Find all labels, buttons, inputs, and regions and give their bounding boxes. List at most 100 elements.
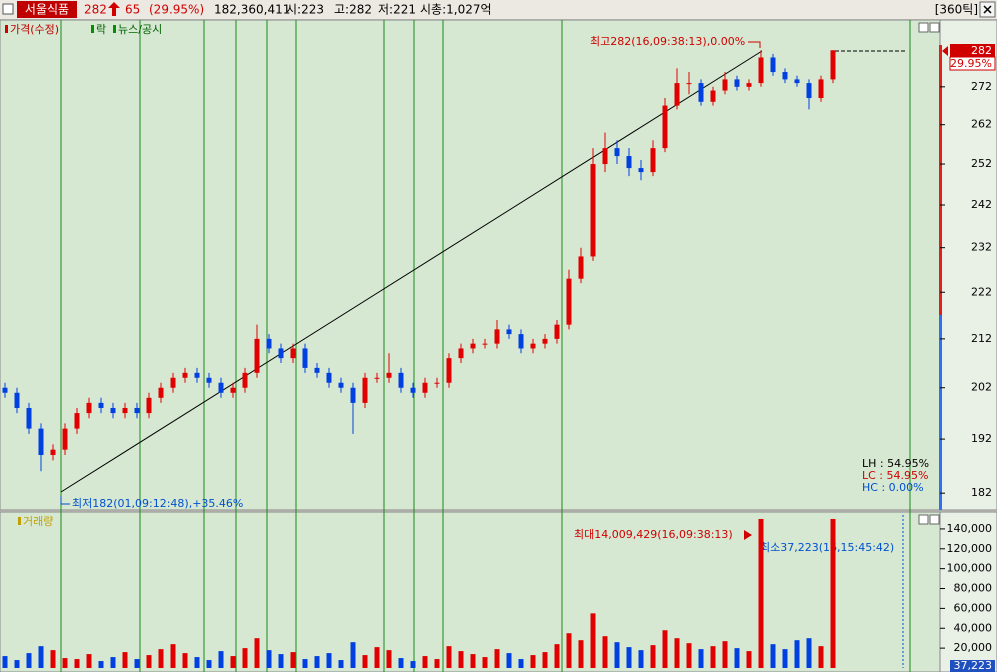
annotation-max-arrow [744, 530, 752, 540]
minimize-button[interactable] [918, 514, 929, 525]
volume-bar [530, 655, 536, 668]
minimize-button[interactable] [918, 22, 929, 33]
candle-body [494, 329, 500, 344]
y-tick-label: 272 [971, 80, 992, 93]
volume-bar [170, 644, 176, 668]
candle-body [638, 168, 644, 173]
candle-body [734, 79, 740, 87]
volume-bar [122, 652, 128, 668]
legend-volume: 거래량 [23, 515, 53, 528]
volume-bar [710, 646, 716, 668]
volume-bar [26, 653, 32, 668]
legend-swatch [18, 517, 21, 525]
last-volume-box [950, 660, 995, 672]
candle-body [398, 372, 404, 388]
volume-bar [638, 650, 644, 668]
open: 시:223 [286, 3, 324, 17]
candle-body [722, 79, 728, 91]
volume-bar [242, 648, 248, 668]
close-panel-button[interactable] [929, 514, 940, 525]
candle-body [26, 407, 32, 429]
candle-body [98, 402, 104, 408]
volume-bar [50, 650, 56, 668]
volume-bar [62, 658, 68, 668]
trend-line [60, 50, 763, 493]
volume-bar [758, 518, 764, 668]
name-box[interactable] [17, 1, 77, 18]
candle-body [518, 334, 524, 349]
volume-bar [602, 636, 608, 668]
candle-body [578, 256, 584, 279]
y-tick-label: 80,000 [954, 582, 993, 595]
volume-bar [770, 644, 776, 668]
candle-body [602, 148, 608, 165]
candle-body [782, 72, 788, 80]
candle-body [254, 338, 260, 373]
y-tick-label: 252 [971, 157, 992, 170]
last-pct: 29.95% [950, 57, 992, 70]
candle-body [302, 348, 308, 368]
volume-axis-panel [939, 511, 997, 672]
y-tick-label: 242 [971, 198, 992, 211]
volume-bar [518, 659, 524, 668]
volume-bar [722, 641, 728, 668]
annotation-lc: LC : 54.95% [862, 469, 928, 482]
volume-bar [290, 652, 296, 668]
y-tick-label: 140,000 [947, 522, 993, 535]
candle-body [110, 407, 116, 414]
candle-body [122, 407, 128, 414]
candle-body [134, 407, 140, 414]
volume-bar [254, 638, 260, 668]
candle-body [746, 83, 752, 87]
candle-body [158, 387, 164, 398]
candle-body [698, 83, 704, 102]
volume-bar [110, 657, 116, 668]
candle-body [674, 83, 680, 106]
y-tick-label: 20,000 [954, 641, 993, 654]
volume-bar [398, 658, 404, 668]
annotation-lh: LH : 54.95% [862, 457, 929, 470]
candle-body [314, 367, 320, 373]
volume-bar [218, 651, 224, 668]
volume-bar [326, 653, 332, 668]
volume-bar [374, 647, 380, 668]
legend-price: 가격(수정) [10, 23, 59, 36]
volume-bar [650, 645, 656, 668]
candle-body [194, 372, 200, 378]
period[interactable]: [360틱] [935, 3, 978, 17]
candle-body [506, 329, 512, 335]
up-arrow [108, 2, 120, 16]
candle-body [710, 90, 716, 102]
close-icon [983, 5, 992, 14]
volume-bar [746, 651, 752, 668]
volume-bar [2, 656, 8, 668]
checkbox[interactable] [2, 3, 14, 15]
candle-body [86, 402, 92, 414]
y-tick-label: 232 [971, 241, 992, 254]
volume: 182,360,411 [214, 3, 290, 17]
candle-body [182, 372, 188, 378]
volume-bar [446, 646, 452, 668]
legend-swatch [5, 25, 8, 33]
candle-body [14, 392, 20, 408]
candle-body [218, 382, 224, 393]
close-panel-button[interactable] [929, 22, 940, 33]
volume-bar [806, 638, 812, 668]
volume-bar [86, 654, 92, 668]
y-tick-label: 202 [971, 381, 992, 394]
volume-bar [386, 650, 392, 668]
price-panel [0, 19, 941, 511]
stock-name: 서울식품 [25, 3, 69, 17]
candle-body [818, 79, 824, 99]
candle-body [74, 413, 80, 429]
y-tick-label: 182 [971, 486, 992, 499]
volume-bar [554, 644, 560, 668]
volume-bar [194, 657, 200, 668]
price: 282 [84, 3, 107, 17]
volume-bar [674, 638, 680, 668]
last-pct-box [949, 56, 996, 71]
volume-bar [278, 654, 284, 668]
candle-body [38, 428, 44, 456]
volume-bar [506, 653, 512, 668]
